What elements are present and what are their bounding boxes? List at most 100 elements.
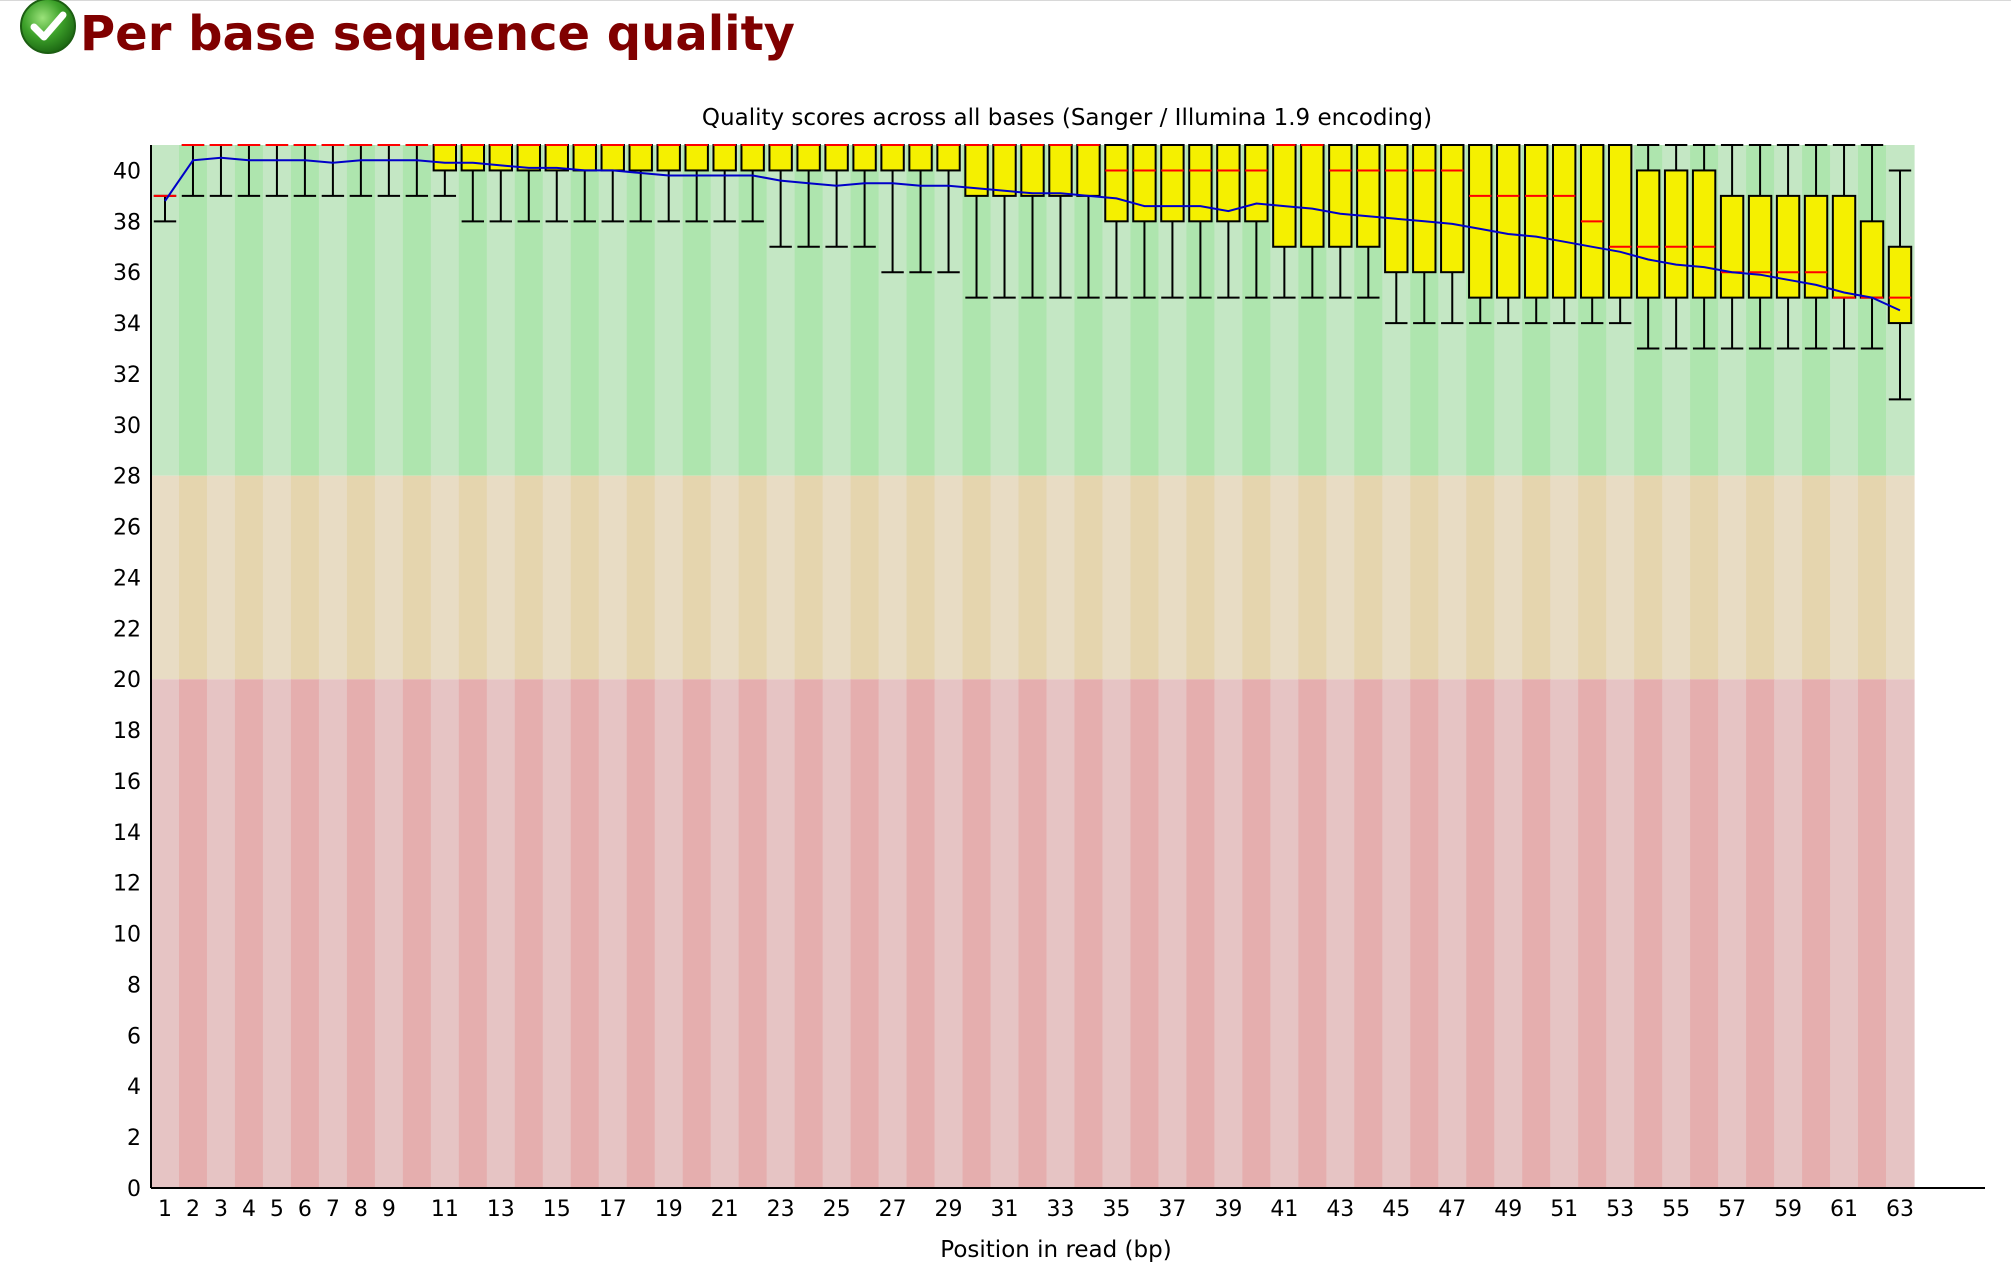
- band-poor-stripe: [1466, 679, 1495, 1188]
- x-tick-label: 2: [186, 1197, 200, 1222]
- x-tick-label: 29: [935, 1197, 963, 1222]
- x-tick-label: 15: [543, 1197, 571, 1222]
- box-position-20: [684, 144, 709, 223]
- band-poor-stripe: [1830, 679, 1859, 1188]
- box-position-42: [1300, 144, 1325, 299]
- band-poor-stripe: [1214, 679, 1243, 1188]
- x-tick-label: 31: [991, 1197, 1019, 1222]
- box-position-41: [1272, 144, 1297, 299]
- band-warning-stripe: [542, 475, 572, 680]
- band-warning-stripe: [1214, 475, 1243, 680]
- iqr-box: [1132, 144, 1157, 223]
- box-series: [153, 144, 1913, 401]
- band-poor-stripe: [1410, 679, 1439, 1188]
- band-warning-stripe: [402, 475, 432, 680]
- box-position-49: [1496, 144, 1521, 325]
- band-poor-stripe: [682, 679, 712, 1188]
- iqr-box: [1552, 144, 1577, 299]
- band-poor-stripe: [1074, 679, 1104, 1188]
- iqr-box: [1887, 245, 1913, 325]
- band-good-stripe: [262, 145, 292, 476]
- x-tick-label: 37: [1158, 1197, 1186, 1222]
- band-warning-stripe: [906, 475, 936, 680]
- iqr-box: [544, 144, 569, 172]
- x-tick-label: 17: [599, 1197, 627, 1222]
- x-tick-label: 5: [270, 1197, 284, 1222]
- box-position-17: [600, 144, 625, 223]
- x-tick-label: 33: [1046, 1197, 1074, 1222]
- band-warning-stripe: [682, 475, 712, 680]
- band-warning-stripe: [1774, 475, 1803, 680]
- band-warning-stripe: [1606, 475, 1635, 680]
- band-warning-stripe: [318, 475, 348, 680]
- y-tick-label: 32: [113, 363, 141, 388]
- band-warning-stripe: [1466, 475, 1495, 680]
- band-poor-stripe: [1046, 679, 1076, 1188]
- iqr-box: [1719, 194, 1745, 299]
- band-warning-stripe: [234, 475, 264, 680]
- y-tick-label: 16: [113, 770, 141, 795]
- section-heading: Per base sequence quality: [18, 0, 795, 66]
- box-position-3: [209, 144, 233, 197]
- band-poor-stripe: [206, 679, 236, 1188]
- x-tick-label: 45: [1382, 1197, 1410, 1222]
- band-poor-stripe: [934, 679, 964, 1188]
- box-position-45: [1384, 144, 1409, 325]
- band-poor-stripe: [1130, 679, 1160, 1188]
- band-warning-stripe: [1158, 475, 1188, 680]
- iqr-box: [1635, 169, 1661, 299]
- band-warning-stripe: [934, 475, 964, 680]
- band-good-stripe: [151, 145, 180, 476]
- iqr-box: [1328, 144, 1353, 248]
- x-tick-label: 3: [214, 1197, 228, 1222]
- band-poor-stripe: [794, 679, 824, 1188]
- iqr-box: [824, 144, 849, 172]
- box-position-28: [908, 144, 933, 274]
- band-good-stripe: [346, 145, 376, 476]
- band-warning-stripe: [598, 475, 628, 680]
- box-position-29: [936, 144, 961, 274]
- band-warning-stripe: [1018, 475, 1048, 680]
- band-good-stripe: [374, 145, 404, 476]
- box-position-53: [1607, 144, 1633, 325]
- band-warning-stripe: [262, 475, 292, 680]
- band-poor-stripe: [1270, 679, 1299, 1188]
- iqr-box: [1803, 194, 1829, 299]
- iqr-box: [1412, 144, 1437, 274]
- iqr-box: [432, 144, 458, 172]
- x-tick-label: 27: [879, 1197, 907, 1222]
- x-tick-label: 53: [1606, 1197, 1634, 1222]
- iqr-box: [1076, 144, 1101, 197]
- box-position-9: [377, 144, 401, 197]
- y-tick-label: 4: [127, 1075, 141, 1100]
- band-poor-stripe: [402, 679, 432, 1188]
- box-position-15: [544, 144, 569, 223]
- band-good-stripe: [206, 145, 236, 476]
- y-tick-label: 2: [127, 1126, 141, 1151]
- band-poor-stripe: [1662, 679, 1691, 1188]
- band-warning-stripe: [990, 475, 1020, 680]
- y-tick-label: 24: [113, 566, 141, 591]
- band-poor-stripe: [486, 679, 516, 1188]
- x-tick-label: 19: [655, 1197, 683, 1222]
- band-poor-stripe: [234, 679, 264, 1188]
- y-tick-label: 22: [113, 617, 141, 642]
- x-tick-label: 8: [354, 1197, 368, 1222]
- band-warning-stripe: [1354, 475, 1383, 680]
- band-poor-stripe: [1354, 679, 1383, 1188]
- band-warning-stripe: [1326, 475, 1355, 680]
- iqr-box: [1272, 144, 1297, 248]
- x-tick-label: 49: [1494, 1197, 1522, 1222]
- band-warning-stripe: [1718, 475, 1747, 680]
- y-tick-label: 38: [113, 210, 141, 235]
- y-tick-label: 6: [127, 1024, 141, 1049]
- iqr-box: [1747, 194, 1773, 299]
- y-tick-label: 40: [113, 159, 141, 184]
- box-position-25: [824, 144, 849, 248]
- band-poor-stripe: [1242, 679, 1271, 1188]
- x-tick-label: 41: [1270, 1197, 1298, 1222]
- band-poor-stripe: [1186, 679, 1215, 1188]
- band-good-stripe: [234, 145, 264, 476]
- band-warning-stripe: [206, 475, 236, 680]
- band-poor-stripe: [151, 679, 180, 1188]
